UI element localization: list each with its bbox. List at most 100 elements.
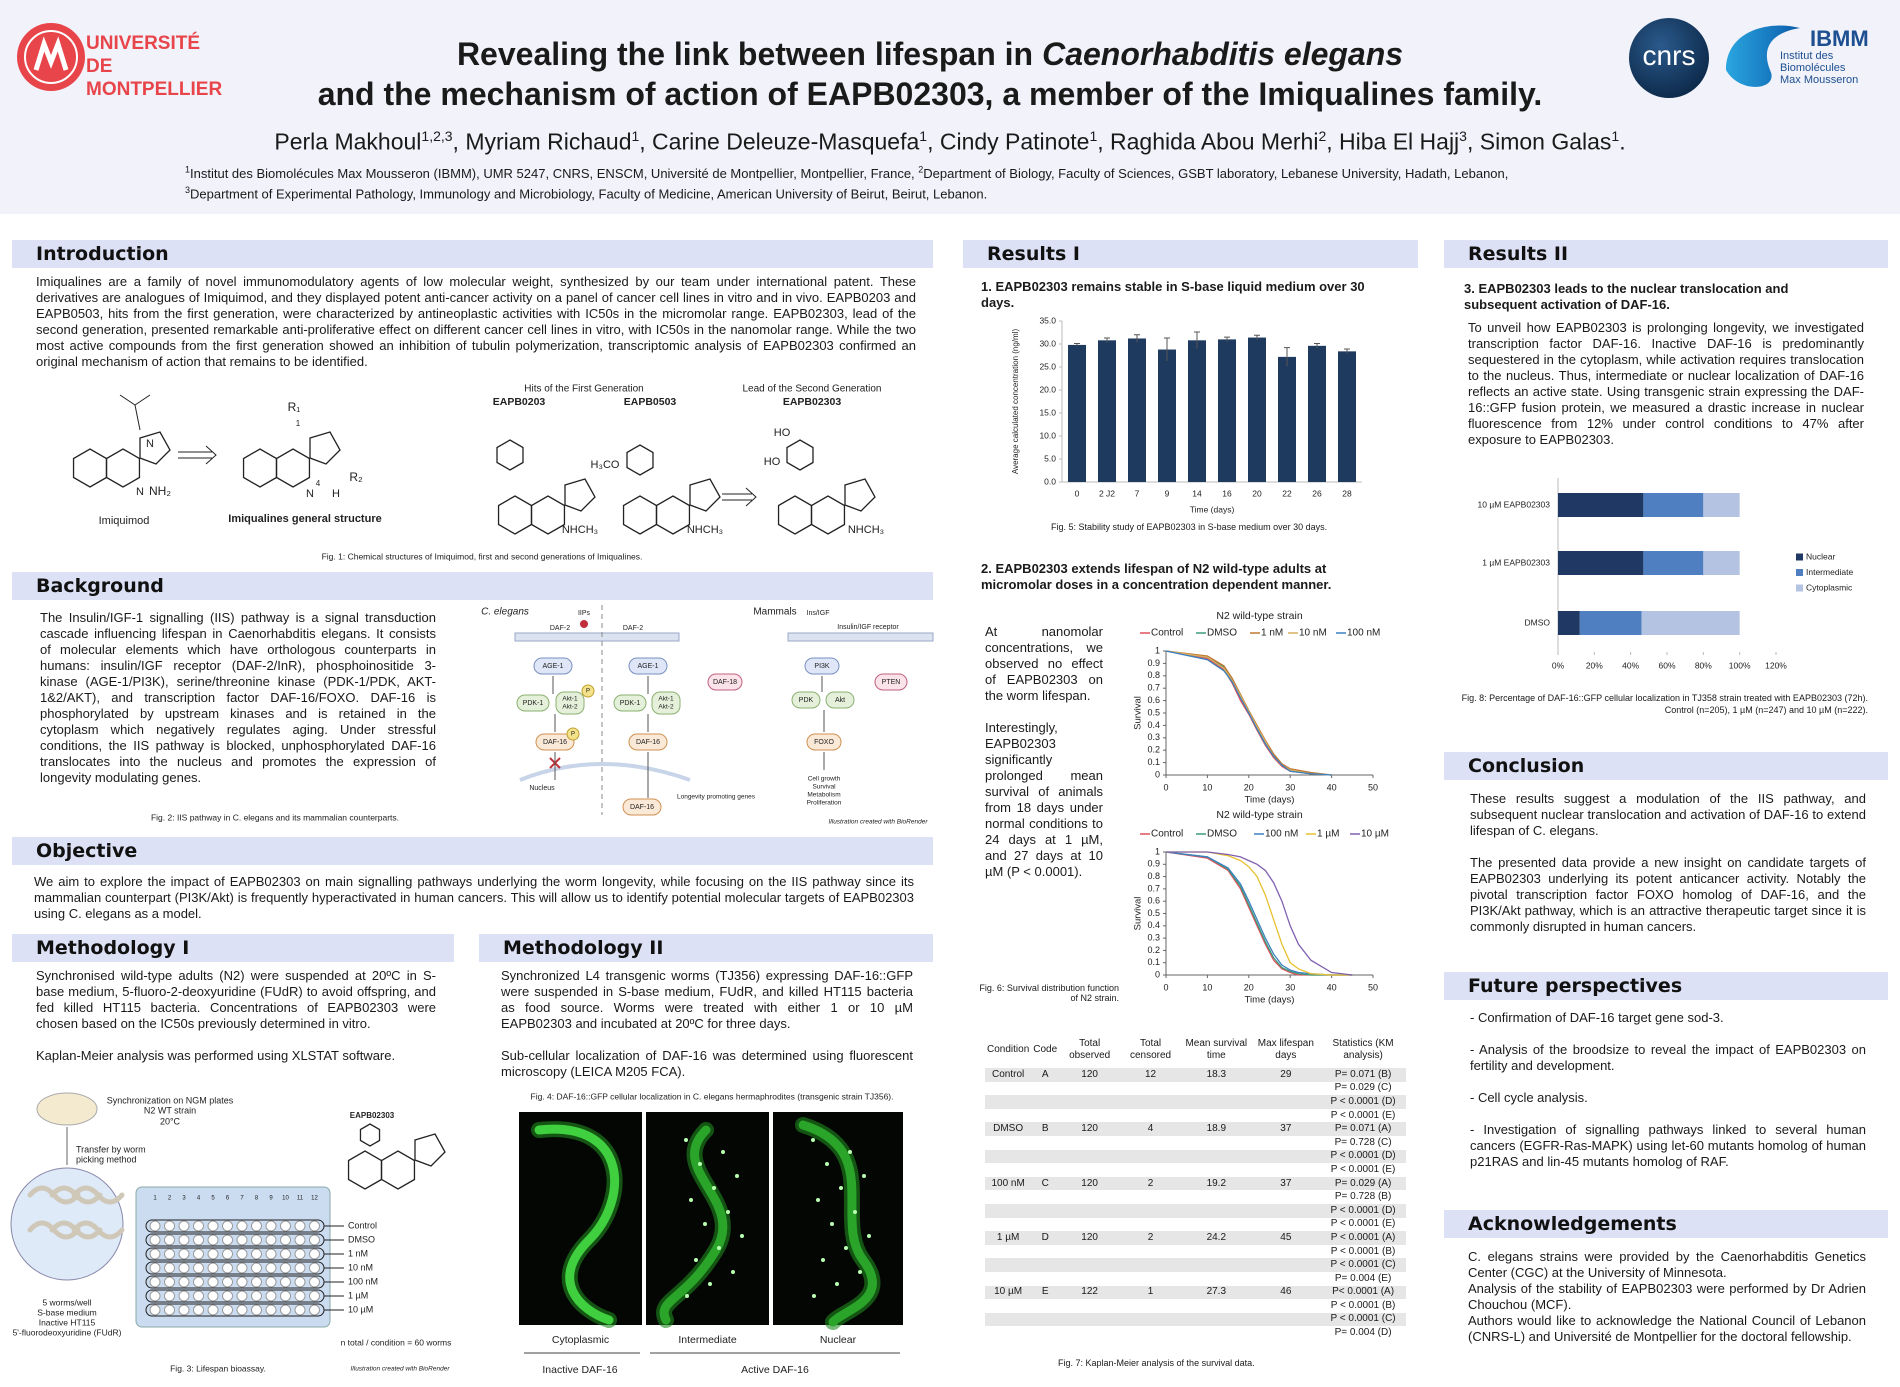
stat-cell: P= 0.071 (A) — [1320, 1122, 1406, 1136]
stat-cell: P= 0.004 (D) — [1334, 1327, 1392, 1339]
label: Active DAF-16 — [741, 1364, 809, 1376]
well — [294, 1276, 306, 1288]
well — [193, 1304, 204, 1316]
nucleus-dot — [735, 1174, 739, 1178]
section-heading: Conclusion — [1444, 752, 1888, 780]
cell — [1181, 1149, 1252, 1164]
ring — [414, 1133, 446, 1167]
cell — [1031, 1136, 1059, 1150]
nucleus-dot — [685, 1294, 689, 1298]
cell — [1120, 1149, 1182, 1164]
cell — [1120, 1326, 1181, 1340]
cell: 18.9 — [1181, 1122, 1252, 1136]
well — [193, 1290, 204, 1302]
university-line: UNIVERSITÉ — [86, 33, 201, 54]
nucleus-dot — [858, 1270, 862, 1274]
well — [149, 1276, 161, 1288]
worm — [534, 1124, 619, 1325]
label: N2 WT strain — [144, 1105, 196, 1115]
ring — [786, 439, 814, 471]
label: NH₂ — [149, 484, 171, 498]
caption-line: Control (n=205), 1 µM (n=247) and 10 µM … — [1664, 705, 1868, 715]
label: 1 — [153, 1196, 157, 1202]
well — [251, 1290, 262, 1302]
well — [236, 1234, 248, 1246]
label: 1 µM — [348, 1290, 368, 1300]
text-block: Synchronized L4 transgenic worms (TJ356)… — [501, 968, 913, 1096]
legend-label: Control — [1151, 628, 1183, 639]
label: 5 worms/well — [42, 1297, 91, 1307]
label: PDK-1 — [620, 700, 641, 707]
ring — [496, 439, 524, 471]
stat-cell: P= 0.071 (B) — [1320, 1068, 1406, 1082]
y-tick-label: 0.3 — [1147, 932, 1160, 942]
label: Fig. 2: IIS pathway in C. elegans and it… — [151, 812, 399, 822]
nucleus-dot — [825, 1162, 829, 1166]
cell — [1181, 1095, 1252, 1109]
ibmm-text: IBMM — [1810, 26, 1869, 51]
paragraph: At nanomolar concentrations, we observed… — [985, 624, 1103, 703]
worm — [659, 1125, 728, 1325]
membrane — [787, 632, 934, 642]
label: Imiqualines general structure — [228, 513, 381, 525]
cell: 37 — [1251, 1122, 1321, 1136]
cell — [1252, 1326, 1321, 1340]
stat-cell: P= 0.728 (C) — [1334, 1136, 1392, 1148]
cell — [1031, 1190, 1059, 1204]
subheading: 2. EAPB02303 extends lifespan of N2 wild… — [981, 561, 1332, 592]
label: Nuclear — [820, 1334, 857, 1346]
x-tick-label: 28 — [1342, 488, 1352, 498]
cell: 12 — [1120, 1068, 1182, 1082]
table-row: 100 nM C 120 2 19.2 37 P= 0.029 (A) — [985, 1176, 1406, 1191]
label: Cell growth — [808, 776, 841, 783]
affiliation-number: 3 — [185, 185, 191, 196]
well — [222, 1262, 233, 1274]
label: DAF-18 — [713, 679, 737, 686]
well — [164, 1262, 175, 1274]
label: AGE-1 — [637, 663, 658, 670]
author-name: , Carine Deleuze-Masquefa — [639, 128, 920, 155]
x-tick-label: 50 — [1368, 982, 1378, 992]
stat-cell: P= 0.029 (C) — [1334, 1082, 1392, 1094]
cell — [985, 1272, 1031, 1286]
bar-segment — [1558, 611, 1580, 635]
cell — [1059, 1245, 1120, 1259]
label: Akt-2 — [658, 704, 674, 711]
label: R₁ — [288, 400, 301, 414]
well — [222, 1276, 233, 1288]
y-tick-label: 0.4 — [1147, 920, 1160, 930]
label: Synchronization on NGM plates — [107, 1095, 234, 1105]
y-tick-label: 0.3 — [1147, 732, 1160, 742]
cell — [1059, 1272, 1120, 1286]
table-row: P < 0.0001 (C) — [985, 1312, 1406, 1327]
node — [791, 691, 821, 709]
nucleus-dot — [717, 1246, 721, 1250]
table-row: 1 µM D 120 2 24.2 45 P < 0.0001 (A) — [985, 1231, 1406, 1245]
author-name: , Hiba El Hajj — [1326, 128, 1460, 155]
cell — [985, 1326, 1031, 1340]
cell — [985, 1218, 1031, 1232]
node — [516, 694, 550, 712]
node — [628, 733, 668, 751]
nucleus-dot — [848, 1150, 852, 1154]
legend-label: Cytoplasmic — [1806, 582, 1853, 592]
label: 10 nM — [348, 1262, 373, 1272]
paragraph: The Insulin/IGF-1 signalling (IIS) pathw… — [40, 610, 436, 785]
cell: 4 — [1120, 1122, 1182, 1136]
well — [294, 1234, 306, 1246]
stat-cell: P < 0.0001 (A) — [1320, 1231, 1406, 1245]
cell — [1181, 1203, 1252, 1218]
label: C. elegans — [481, 607, 529, 618]
cell — [1031, 1149, 1060, 1164]
nucleus-dot — [684, 1138, 688, 1142]
ring — [530, 495, 566, 535]
label: Transfer by worm — [76, 1144, 146, 1154]
cell — [1252, 1190, 1321, 1204]
paragraph: We aim to explore the impact of EAPB0230… — [34, 874, 914, 921]
author-affiliation: 1 — [1611, 128, 1620, 144]
well — [309, 1262, 320, 1274]
list-item: - Confirmation of DAF-16 target gene sod… — [1470, 1010, 1724, 1025]
cell — [1252, 1163, 1321, 1177]
